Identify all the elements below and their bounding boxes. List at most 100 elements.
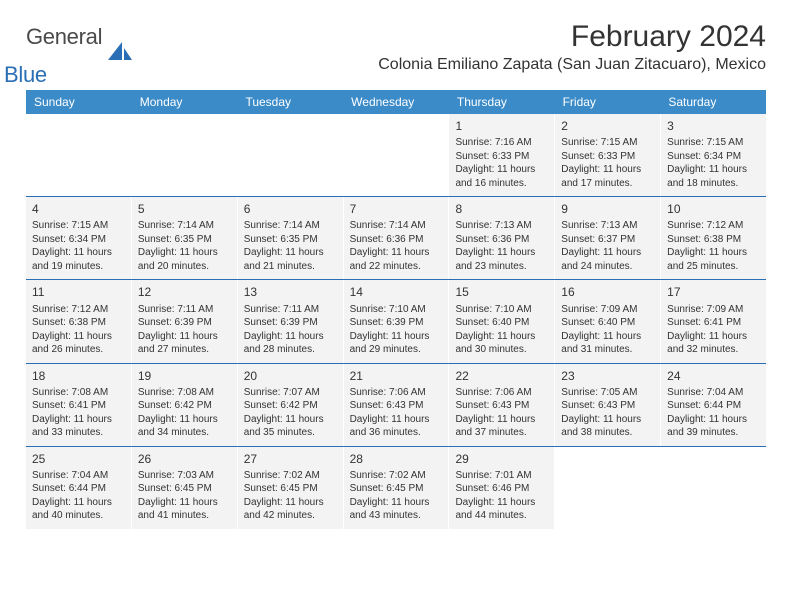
daylight-text: and 38 minutes. [561,426,654,440]
sunrise-text: Sunrise: 7:15 AM [667,136,760,150]
calendar-day-cell: 25Sunrise: 7:04 AMSunset: 6:44 PMDayligh… [26,447,132,529]
sunset-text: Sunset: 6:33 PM [561,150,654,164]
daylight-text: Daylight: 11 hours [138,330,231,344]
calendar-page: General Blue February 2024 Colonia Emili… [0,0,792,549]
weekday-header: Friday [555,90,661,114]
sunrise-text: Sunrise: 7:12 AM [32,303,125,317]
sunset-text: Sunset: 6:43 PM [455,399,548,413]
calendar-day-cell: 28Sunrise: 7:02 AMSunset: 6:45 PMDayligh… [344,447,450,529]
brand-word2: Blue [4,64,102,86]
daylight-text: Daylight: 11 hours [455,330,548,344]
daylight-text: and 34 minutes. [138,426,231,440]
day-number: 1 [455,118,548,134]
daylight-text: Daylight: 11 hours [561,330,654,344]
calendar-day-cell: 10Sunrise: 7:12 AMSunset: 6:38 PMDayligh… [661,197,766,279]
daylight-text: Daylight: 11 hours [244,246,337,260]
calendar-day-cell: 3Sunrise: 7:15 AMSunset: 6:34 PMDaylight… [661,114,766,196]
sunrise-text: Sunrise: 7:08 AM [138,386,231,400]
daylight-text: and 16 minutes. [455,177,548,191]
daylight-text: and 28 minutes. [244,343,337,357]
daylight-text: Daylight: 11 hours [244,413,337,427]
daylight-text: Daylight: 11 hours [32,246,125,260]
weekday-header: Monday [132,90,238,114]
daylight-text: and 32 minutes. [667,343,760,357]
daylight-text: Daylight: 11 hours [561,246,654,260]
day-number: 2 [561,118,654,134]
daylight-text: and 27 minutes. [138,343,231,357]
weekday-header: Thursday [449,90,555,114]
daylight-text: and 30 minutes. [455,343,548,357]
day-number: 5 [138,201,231,217]
sunrise-text: Sunrise: 7:12 AM [667,219,760,233]
sunrise-text: Sunrise: 7:05 AM [561,386,654,400]
daylight-text: and 44 minutes. [455,509,548,523]
day-number: 21 [350,368,443,384]
daylight-text: and 40 minutes. [32,509,125,523]
calendar-day-cell: 13Sunrise: 7:11 AMSunset: 6:39 PMDayligh… [238,280,344,362]
day-number: 9 [561,201,654,217]
calendar-day-cell: 8Sunrise: 7:13 AMSunset: 6:36 PMDaylight… [449,197,555,279]
daylight-text: Daylight: 11 hours [561,413,654,427]
daylight-text: and 23 minutes. [455,260,548,274]
calendar-day-cell: 22Sunrise: 7:06 AMSunset: 6:43 PMDayligh… [449,364,555,446]
sunrise-text: Sunrise: 7:01 AM [455,469,548,483]
calendar-day-cell: 11Sunrise: 7:12 AMSunset: 6:38 PMDayligh… [26,280,132,362]
sunset-text: Sunset: 6:38 PM [667,233,760,247]
sunset-text: Sunset: 6:39 PM [350,316,443,330]
day-number: 24 [667,368,760,384]
sunset-text: Sunset: 6:39 PM [244,316,337,330]
sunset-text: Sunset: 6:40 PM [455,316,548,330]
sunrise-text: Sunrise: 7:14 AM [244,219,337,233]
daylight-text: Daylight: 11 hours [455,163,548,177]
day-number: 28 [350,451,443,467]
calendar-day-cell: 4Sunrise: 7:15 AMSunset: 6:34 PMDaylight… [26,197,132,279]
sunrise-text: Sunrise: 7:02 AM [350,469,443,483]
brand-word1: General [26,26,102,48]
daylight-text: and 31 minutes. [561,343,654,357]
daylight-text: and 21 minutes. [244,260,337,274]
sunset-text: Sunset: 6:38 PM [32,316,125,330]
sunrise-text: Sunrise: 7:06 AM [455,386,548,400]
sunset-text: Sunset: 6:40 PM [561,316,654,330]
sunset-text: Sunset: 6:45 PM [138,482,231,496]
sunrise-text: Sunrise: 7:15 AM [32,219,125,233]
day-number: 12 [138,284,231,300]
weekday-header: Sunday [26,90,132,114]
day-number: 14 [350,284,443,300]
day-number: 7 [350,201,443,217]
sunset-text: Sunset: 6:39 PM [138,316,231,330]
daylight-text: Daylight: 11 hours [244,330,337,344]
day-number: 29 [455,451,548,467]
sunrise-text: Sunrise: 7:14 AM [350,219,443,233]
day-number: 20 [244,368,337,384]
sunrise-text: Sunrise: 7:03 AM [138,469,231,483]
weekday-header: Tuesday [237,90,343,114]
sunset-text: Sunset: 6:35 PM [138,233,231,247]
calendar-week-row: 18Sunrise: 7:08 AMSunset: 6:41 PMDayligh… [26,363,766,446]
daylight-text: and 39 minutes. [667,426,760,440]
daylight-text: and 42 minutes. [244,509,337,523]
daylight-text: and 37 minutes. [455,426,548,440]
sunrise-text: Sunrise: 7:06 AM [350,386,443,400]
sunset-text: Sunset: 6:45 PM [244,482,337,496]
daylight-text: Daylight: 11 hours [455,246,548,260]
day-number: 19 [138,368,231,384]
sunrise-text: Sunrise: 7:10 AM [350,303,443,317]
daylight-text: and 29 minutes. [350,343,443,357]
daylight-text: Daylight: 11 hours [667,330,760,344]
calendar-empty-cell [555,447,661,529]
calendar-empty-cell [238,114,344,196]
title-block: February 2024 Colonia Emiliano Zapata (S… [378,20,766,82]
calendar-header-row: SundayMondayTuesdayWednesdayThursdayFrid… [26,90,766,114]
sunrise-text: Sunrise: 7:16 AM [455,136,548,150]
calendar-day-cell: 5Sunrise: 7:14 AMSunset: 6:35 PMDaylight… [132,197,238,279]
day-number: 11 [32,284,125,300]
daylight-text: Daylight: 11 hours [455,496,548,510]
daylight-text: Daylight: 11 hours [455,413,548,427]
calendar-day-cell: 27Sunrise: 7:02 AMSunset: 6:45 PMDayligh… [238,447,344,529]
sunset-text: Sunset: 6:44 PM [32,482,125,496]
day-number: 15 [455,284,548,300]
calendar-day-cell: 7Sunrise: 7:14 AMSunset: 6:36 PMDaylight… [344,197,450,279]
calendar-day-cell: 6Sunrise: 7:14 AMSunset: 6:35 PMDaylight… [238,197,344,279]
header: General Blue February 2024 Colonia Emili… [26,20,766,86]
